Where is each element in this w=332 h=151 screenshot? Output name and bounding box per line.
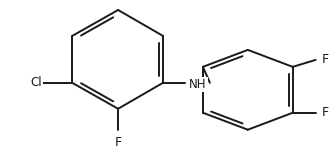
- Text: F: F: [322, 53, 329, 66]
- Text: Cl: Cl: [31, 76, 42, 89]
- Text: F: F: [322, 106, 329, 119]
- Text: F: F: [115, 136, 122, 149]
- Text: NH: NH: [189, 78, 207, 91]
